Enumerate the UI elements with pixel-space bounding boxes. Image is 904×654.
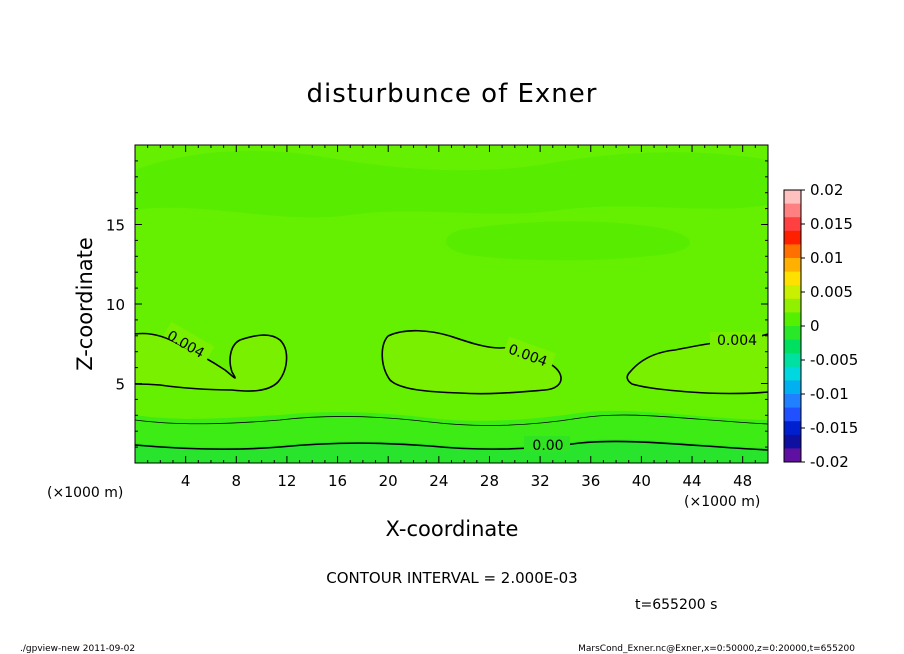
contour-region-center (382, 330, 562, 394)
colorbar-tick-label: 0.02 (810, 181, 843, 199)
colorbar-swatch (784, 312, 801, 327)
x-tick-label: 12 (277, 472, 296, 490)
axis-ticks (135, 145, 768, 463)
y-tick-label: 5 (115, 376, 125, 394)
x-tick-label: 20 (379, 472, 398, 490)
upper-band (135, 150, 768, 218)
x-tick-label: 48 (733, 472, 752, 490)
colorbar-swatch (784, 217, 801, 232)
colorbar-swatch (784, 407, 801, 422)
x-tick-label: 36 (581, 472, 600, 490)
x-tick-label: 16 (328, 472, 347, 490)
colorbar-swatch (784, 230, 801, 245)
colorbar-swatch (784, 244, 801, 259)
colorbar-swatch (784, 326, 801, 340)
y-axis-unit: (×1000 m) (47, 485, 123, 501)
colorbar-swatch (784, 366, 801, 381)
x-tick-label: 8 (232, 472, 242, 490)
y-tick-labels: 5 10 15 (106, 217, 125, 394)
x-axis-label: X-coordinate (386, 517, 519, 541)
colorbar-tick-label: -0.005 (810, 351, 858, 369)
x-tick-label: 32 (531, 472, 550, 490)
chart-title: disturbunce of Exner (307, 79, 598, 109)
colorbar-swatch (784, 339, 801, 354)
contour-region-left (135, 333, 287, 392)
colorbar-swatch (784, 421, 801, 436)
colorbar-tick-label: -0.015 (810, 419, 858, 437)
contour-label-zero: 0.00 (532, 438, 563, 454)
x-tick-label: 4 (181, 472, 191, 490)
colorbar-tick-label: 0.01 (810, 249, 843, 267)
x-tick-labels: 4 8 12 16 20 24 28 32 36 40 44 48 (181, 472, 752, 490)
contour-interval: CONTOUR INTERVAL = 2.000E-03 (326, 569, 577, 587)
y-tick-label: 15 (106, 217, 125, 235)
contour-line-0.004-center (381, 329, 562, 395)
colorbar-tick-label: 0.005 (810, 283, 853, 301)
colorbar-swatch (784, 271, 801, 286)
time-stamp: t=655200 s (635, 597, 717, 613)
contour-region-right (627, 334, 768, 394)
middle-band (446, 221, 690, 261)
x-tick-label: 28 (480, 472, 499, 490)
colorbar-tick-labels: 0.02 0.015 0.01 0.005 0 -0.005 -0.01 -0.015 -0.0… (810, 181, 858, 471)
colorbar-swatch (784, 203, 801, 218)
contour-line-0.00 (134, 440, 769, 451)
colorbar-swatch (784, 353, 801, 368)
y-axis-label: Z-coordinate (73, 237, 97, 371)
colorbar-swatch (784, 380, 801, 395)
colorbar-swatch (784, 258, 801, 272)
colorbar-tick-label: 0.015 (810, 215, 853, 233)
colorbar-swatch (784, 448, 801, 463)
contour-line-0.002 (134, 414, 769, 426)
colorbar-swatch (784, 298, 801, 313)
colorbar-swatch (784, 394, 801, 408)
colorbar (783, 189, 805, 463)
colorbar-swatch (784, 434, 801, 449)
colorbar-swatch (784, 190, 801, 204)
x-tick-label: 24 (429, 472, 448, 490)
colorbar-tick-label: -0.02 (810, 453, 849, 471)
colorbar-tick-label: -0.01 (810, 385, 849, 403)
y-tick-label: 10 (106, 296, 125, 314)
contour-label-right: 0.004 (717, 333, 757, 349)
x-axis-unit: (×1000 m) (684, 494, 760, 510)
plot-area: 0.004 0.004 0.004 0.00 (134, 144, 769, 464)
colorbar-tick-label: 0 (810, 317, 820, 335)
footer-left: ./gpview-new 2011-09-02 (20, 644, 135, 654)
colorbar-swatch (784, 285, 801, 300)
x-tick-label: 40 (632, 472, 651, 490)
x-tick-label: 44 (682, 472, 701, 490)
footer-right: MarsCond_Exner.nc@Exner,x=0:50000,z=0:20… (578, 644, 855, 654)
